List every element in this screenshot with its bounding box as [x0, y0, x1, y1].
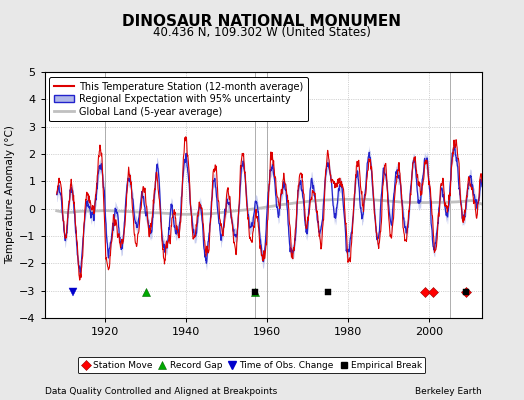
Text: DINOSAUR NATIONAL MONUMEN: DINOSAUR NATIONAL MONUMEN: [123, 14, 401, 29]
Legend: This Temperature Station (12-month average), Regional Expectation with 95% uncer: This Temperature Station (12-month avera…: [49, 77, 308, 122]
Text: Data Quality Controlled and Aligned at Breakpoints: Data Quality Controlled and Aligned at B…: [45, 387, 277, 396]
Y-axis label: Temperature Anomaly (°C): Temperature Anomaly (°C): [5, 126, 15, 264]
Text: Berkeley Earth: Berkeley Earth: [416, 387, 482, 396]
Legend: Station Move, Record Gap, Time of Obs. Change, Empirical Break: Station Move, Record Gap, Time of Obs. C…: [78, 357, 425, 374]
Text: 40.436 N, 109.302 W (United States): 40.436 N, 109.302 W (United States): [153, 26, 371, 39]
